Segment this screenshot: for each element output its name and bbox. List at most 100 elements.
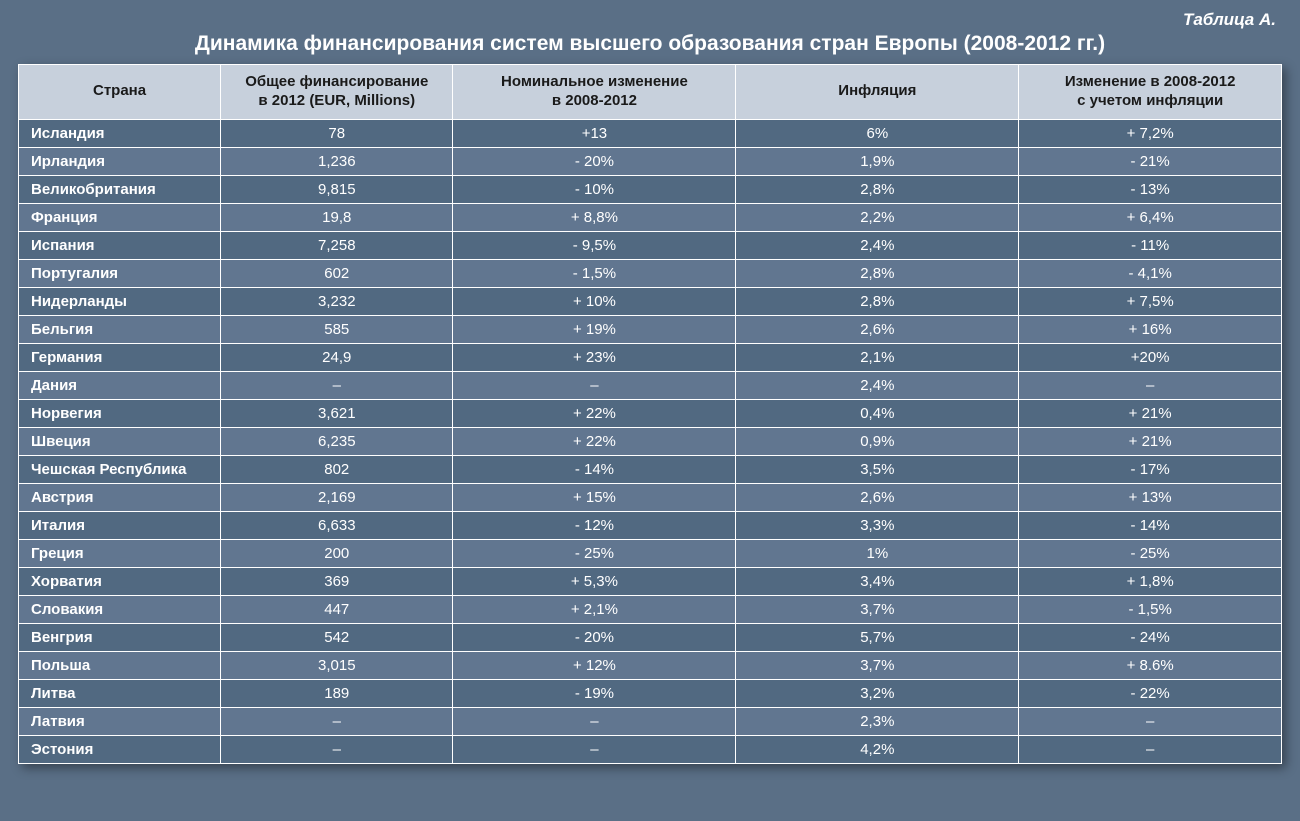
country-cell: Венгрия	[19, 623, 221, 651]
value-cell: - 25%	[453, 539, 736, 567]
value-cell: 6,633	[221, 511, 453, 539]
value-cell: –	[221, 371, 453, 399]
country-cell: Германия	[19, 343, 221, 371]
value-cell: 1,236	[221, 147, 453, 175]
value-cell: - 24%	[1019, 623, 1282, 651]
country-cell: Исландия	[19, 119, 221, 147]
table-row: Греция200- 25%1%- 25%	[19, 539, 1282, 567]
financing-table: СтранаОбщее финансированиев 2012 (EUR, M…	[18, 64, 1282, 764]
value-cell: –	[221, 735, 453, 763]
value-cell: 2,169	[221, 483, 453, 511]
value-cell: 0,9%	[736, 427, 1019, 455]
value-cell: + 7,5%	[1019, 287, 1282, 315]
country-cell: Эстония	[19, 735, 221, 763]
value-cell: 5,7%	[736, 623, 1019, 651]
value-cell: –	[453, 735, 736, 763]
value-cell: 4,2%	[736, 735, 1019, 763]
value-cell: + 6,4%	[1019, 203, 1282, 231]
value-cell: + 8.6%	[1019, 651, 1282, 679]
table-row: Норвегия3,621+ 22%0,4%+ 21%	[19, 399, 1282, 427]
value-cell: - 17%	[1019, 455, 1282, 483]
value-cell: 2,6%	[736, 315, 1019, 343]
value-cell: + 21%	[1019, 427, 1282, 455]
country-cell: Швеция	[19, 427, 221, 455]
country-cell: Латвия	[19, 707, 221, 735]
country-cell: Ирландия	[19, 147, 221, 175]
value-cell: - 22%	[1019, 679, 1282, 707]
value-cell: 2,4%	[736, 231, 1019, 259]
country-cell: Дания	[19, 371, 221, 399]
value-cell: + 5,3%	[453, 567, 736, 595]
value-cell: –	[1019, 371, 1282, 399]
value-cell: + 19%	[453, 315, 736, 343]
value-cell: + 1,8%	[1019, 567, 1282, 595]
value-cell: 2,3%	[736, 707, 1019, 735]
value-cell: - 21%	[1019, 147, 1282, 175]
country-cell: Великобритания	[19, 175, 221, 203]
column-header-2: Номинальное изменениев 2008-2012	[453, 65, 736, 120]
value-cell: + 2,1%	[453, 595, 736, 623]
column-header-3: Инфляция	[736, 65, 1019, 120]
value-cell: 1,9%	[736, 147, 1019, 175]
value-cell: 2,6%	[736, 483, 1019, 511]
table-row: Венгрия542- 20%5,7%- 24%	[19, 623, 1282, 651]
table-title: Динамика финансирования систем высшего о…	[18, 32, 1282, 64]
table-row: Великобритания9,815- 10%2,8%- 13%	[19, 175, 1282, 203]
value-cell: + 16%	[1019, 315, 1282, 343]
value-cell: + 22%	[453, 399, 736, 427]
country-cell: Нидерланды	[19, 287, 221, 315]
value-cell: 19,8	[221, 203, 453, 231]
value-cell: 542	[221, 623, 453, 651]
value-cell: –	[453, 707, 736, 735]
table-row: Бельгия585+ 19%2,6%+ 16%	[19, 315, 1282, 343]
value-cell: 2,1%	[736, 343, 1019, 371]
value-cell: + 22%	[453, 427, 736, 455]
value-cell: - 20%	[453, 147, 736, 175]
value-cell: 369	[221, 567, 453, 595]
table-row: Чешская Республика802- 14%3,5%- 17%	[19, 455, 1282, 483]
table-row: Швеция6,235+ 22%0,9%+ 21%	[19, 427, 1282, 455]
country-cell: Италия	[19, 511, 221, 539]
table-row: Литва189- 19%3,2%- 22%	[19, 679, 1282, 707]
country-cell: Хорватия	[19, 567, 221, 595]
value-cell: 24,9	[221, 343, 453, 371]
country-cell: Чешская Республика	[19, 455, 221, 483]
value-cell: 3,232	[221, 287, 453, 315]
value-cell: + 8,8%	[453, 203, 736, 231]
table-row: Латвия––2,3%–	[19, 707, 1282, 735]
value-cell: –	[221, 707, 453, 735]
table-row: Эстония––4,2%–	[19, 735, 1282, 763]
country-cell: Португалия	[19, 259, 221, 287]
value-cell: + 21%	[1019, 399, 1282, 427]
table-row: Нидерланды3,232+ 10%2,8%+ 7,5%	[19, 287, 1282, 315]
value-cell: 0,4%	[736, 399, 1019, 427]
country-cell: Бельгия	[19, 315, 221, 343]
value-cell: 189	[221, 679, 453, 707]
column-header-4: Изменение в 2008-2012с учетом инфляции	[1019, 65, 1282, 120]
value-cell: 3,3%	[736, 511, 1019, 539]
value-cell: –	[1019, 735, 1282, 763]
value-cell: 447	[221, 595, 453, 623]
table-row: Исландия78+136%+ 7,2%	[19, 119, 1282, 147]
value-cell: + 7,2%	[1019, 119, 1282, 147]
value-cell: –	[453, 371, 736, 399]
value-cell: - 9,5%	[453, 231, 736, 259]
value-cell: 3,2%	[736, 679, 1019, 707]
value-cell: - 14%	[1019, 511, 1282, 539]
table-row: Дания––2,4%–	[19, 371, 1282, 399]
value-cell: + 12%	[453, 651, 736, 679]
table-row: Ирландия1,236- 20%1,9%- 21%	[19, 147, 1282, 175]
value-cell: 7,258	[221, 231, 453, 259]
value-cell: 3,4%	[736, 567, 1019, 595]
country-cell: Литва	[19, 679, 221, 707]
value-cell: –	[1019, 707, 1282, 735]
value-cell: - 1,5%	[453, 259, 736, 287]
value-cell: - 11%	[1019, 231, 1282, 259]
country-cell: Франция	[19, 203, 221, 231]
value-cell: 3,7%	[736, 651, 1019, 679]
value-cell: + 13%	[1019, 483, 1282, 511]
value-cell: 602	[221, 259, 453, 287]
value-cell: 1%	[736, 539, 1019, 567]
value-cell: +13	[453, 119, 736, 147]
value-cell: 2,8%	[736, 259, 1019, 287]
